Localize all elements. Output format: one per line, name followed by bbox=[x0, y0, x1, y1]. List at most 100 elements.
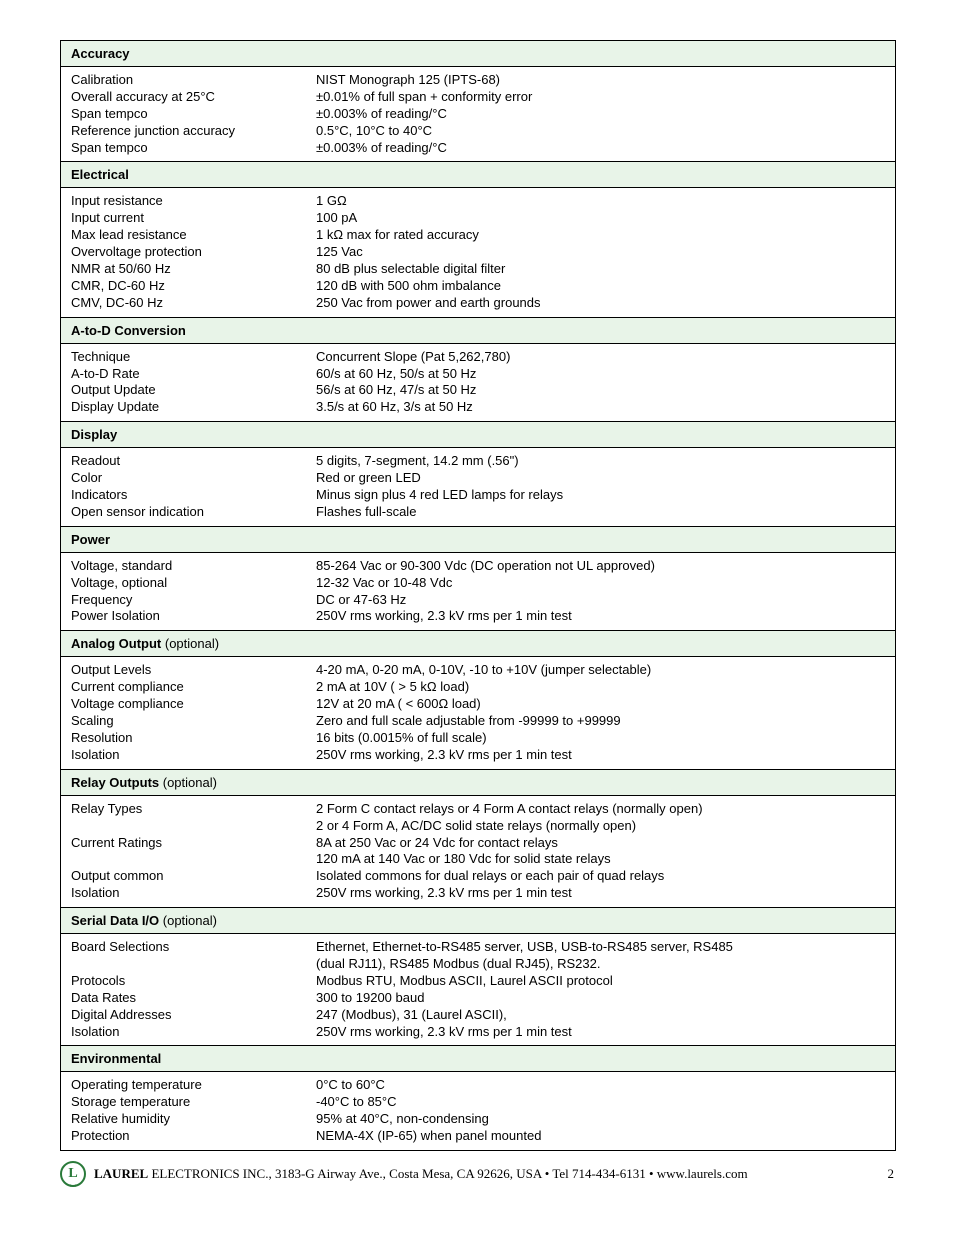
spec-value: 100 pA bbox=[316, 210, 885, 227]
spec-label: Open sensor indication bbox=[71, 504, 316, 521]
spec-value: -40°C to 85°C bbox=[316, 1094, 885, 1111]
spec-label: Board Selections bbox=[71, 939, 316, 956]
spec-values-column: 85-264 Vac or 90-300 Vdc (DC operation n… bbox=[316, 558, 885, 626]
spec-label: Voltage, optional bbox=[71, 575, 316, 592]
spec-value: 60/s at 60 Hz, 50/s at 50 Hz bbox=[316, 366, 885, 383]
spec-value: 1 GΩ bbox=[316, 193, 885, 210]
spec-labels-column: Relay Types Current Ratings Output commo… bbox=[71, 801, 316, 902]
spec-value: 1 kΩ max for rated accuracy bbox=[316, 227, 885, 244]
spec-value: 80 dB plus selectable digital filter bbox=[316, 261, 885, 278]
spec-values-column: Ethernet, Ethernet-to-RS485 server, USB,… bbox=[316, 939, 885, 1040]
spec-value: 8A at 250 Vac or 24 Vdc for contact rela… bbox=[316, 835, 885, 852]
section-header: Power bbox=[61, 526, 895, 553]
spec-label: Input current bbox=[71, 210, 316, 227]
section-title: Environmental bbox=[71, 1051, 161, 1066]
spec-label: Resolution bbox=[71, 730, 316, 747]
spec-label: Output common bbox=[71, 868, 316, 885]
spec-label: Isolation bbox=[71, 1024, 316, 1041]
spec-value: 12V at 20 mA ( < 600Ω load) bbox=[316, 696, 885, 713]
specifications-table: Accuracy CalibrationOverall accuracy at 2… bbox=[60, 40, 896, 1151]
spec-value: 120 mA at 140 Vac or 180 Vdc for solid s… bbox=[316, 851, 885, 868]
spec-value: DC or 47-63 Hz bbox=[316, 592, 885, 609]
spec-values-column: Concurrent Slope (Pat 5,262,780)60/s at … bbox=[316, 349, 885, 417]
spec-label: CMR, DC-60 Hz bbox=[71, 278, 316, 295]
spec-value: 125 Vac bbox=[316, 244, 885, 261]
spec-label: Isolation bbox=[71, 885, 316, 902]
spec-label: Span tempco bbox=[71, 140, 316, 157]
spec-value: ±0.01% of full span + conformity error bbox=[316, 89, 885, 106]
spec-value: Minus sign plus 4 red LED lamps for rela… bbox=[316, 487, 885, 504]
section-optional-label: (optional) bbox=[159, 775, 217, 790]
spec-value: 2 Form C contact relays or 4 Form A cont… bbox=[316, 801, 885, 818]
spec-value: NEMA-4X (IP-65) when panel mounted bbox=[316, 1128, 885, 1145]
page-footer: L ⌣ LAUREL ELECTRONICS INC., 3183-G Airw… bbox=[60, 1161, 894, 1187]
spec-values-column: 0°C to 60°C-40°C to 85°C95% at 40°C, non… bbox=[316, 1077, 885, 1145]
section-title: A-to-D Conversion bbox=[71, 323, 186, 338]
spec-label: Digital Addresses bbox=[71, 1007, 316, 1024]
spec-value: 56/s at 60 Hz, 47/s at 50 Hz bbox=[316, 382, 885, 399]
spec-labels-column: Board Selections ProtocolsData RatesDigi… bbox=[71, 939, 316, 1040]
spec-label: Overvoltage protection bbox=[71, 244, 316, 261]
spec-label: NMR at 50/60 Hz bbox=[71, 261, 316, 278]
spec-label bbox=[71, 956, 316, 973]
spec-label: Relative humidity bbox=[71, 1111, 316, 1128]
spec-value: 5 digits, 7-segment, 14.2 mm (.56") bbox=[316, 453, 885, 470]
spec-label: Color bbox=[71, 470, 316, 487]
spec-label: Protocols bbox=[71, 973, 316, 990]
spec-label: Scaling bbox=[71, 713, 316, 730]
spec-values-column: 5 digits, 7-segment, 14.2 mm (.56")Red o… bbox=[316, 453, 885, 521]
spec-label: Voltage compliance bbox=[71, 696, 316, 713]
brand-name: LAUREL bbox=[94, 1166, 148, 1181]
spec-label: Output Levels bbox=[71, 662, 316, 679]
section-body: Operating temperatureStorage temperature… bbox=[61, 1072, 895, 1150]
spec-label: Output Update bbox=[71, 382, 316, 399]
spec-label: Storage temperature bbox=[71, 1094, 316, 1111]
section-body: CalibrationOverall accuracy at 25°CSpan … bbox=[61, 67, 895, 161]
spec-label: Input resistance bbox=[71, 193, 316, 210]
section-header: Relay Outputs (optional) bbox=[61, 769, 895, 796]
spec-label: Overall accuracy at 25°C bbox=[71, 89, 316, 106]
section-body: Voltage, standardVoltage, optionalFreque… bbox=[61, 553, 895, 631]
section-body: Board Selections ProtocolsData RatesDigi… bbox=[61, 934, 895, 1045]
spec-label: Power Isolation bbox=[71, 608, 316, 625]
section-title: Serial Data I/O bbox=[71, 913, 159, 928]
spec-labels-column: CalibrationOverall accuracy at 25°CSpan … bbox=[71, 72, 316, 156]
section-optional-label: (optional) bbox=[159, 913, 217, 928]
spec-label: Display Update bbox=[71, 399, 316, 416]
spec-label: Frequency bbox=[71, 592, 316, 609]
section-body: ReadoutColorIndicatorsOpen sensor indica… bbox=[61, 448, 895, 526]
spec-labels-column: Operating temperatureStorage temperature… bbox=[71, 1077, 316, 1145]
spec-value: ±0.003% of reading/°C bbox=[316, 140, 885, 157]
spec-label: Technique bbox=[71, 349, 316, 366]
spec-labels-column: ReadoutColorIndicatorsOpen sensor indica… bbox=[71, 453, 316, 521]
spec-value: 300 to 19200 baud bbox=[316, 990, 885, 1007]
spec-value: Concurrent Slope (Pat 5,262,780) bbox=[316, 349, 885, 366]
spec-value: 247 (Modbus), 31 (Laurel ASCII), bbox=[316, 1007, 885, 1024]
spec-label: Span tempco bbox=[71, 106, 316, 123]
section-title: Relay Outputs bbox=[71, 775, 159, 790]
spec-value: 16 bits (0.0015% of full scale) bbox=[316, 730, 885, 747]
section-header: Electrical bbox=[61, 161, 895, 188]
spec-value: 85-264 Vac or 90-300 Vdc (DC operation n… bbox=[316, 558, 885, 575]
section-header: Display bbox=[61, 421, 895, 448]
spec-value: 2 or 4 Form A, AC/DC solid state relays … bbox=[316, 818, 885, 835]
spec-label: Calibration bbox=[71, 72, 316, 89]
spec-labels-column: Output LevelsCurrent complianceVoltage c… bbox=[71, 662, 316, 763]
spec-labels-column: Input resistanceInput currentMax lead re… bbox=[71, 193, 316, 311]
spec-value: 0.5°C, 10°C to 40°C bbox=[316, 123, 885, 140]
section-header: Analog Output (optional) bbox=[61, 630, 895, 657]
section-body: Input resistanceInput currentMax lead re… bbox=[61, 188, 895, 316]
spec-label bbox=[71, 818, 316, 835]
spec-label: Reference junction accuracy bbox=[71, 123, 316, 140]
spec-label: Relay Types bbox=[71, 801, 316, 818]
spec-value: 250V rms working, 2.3 kV rms per 1 min t… bbox=[316, 885, 885, 902]
section-title: Accuracy bbox=[71, 46, 130, 61]
brand-logo-icon: L ⌣ bbox=[60, 1161, 86, 1187]
footer-text: LAUREL ELECTRONICS INC., 3183-G Airway A… bbox=[94, 1166, 748, 1182]
spec-value: (dual RJ11), RS485 Modbus (dual RJ45), R… bbox=[316, 956, 885, 973]
section-header: A-to-D Conversion bbox=[61, 317, 895, 344]
spec-label: Current Ratings bbox=[71, 835, 316, 852]
spec-value: Ethernet, Ethernet-to-RS485 server, USB,… bbox=[316, 939, 885, 956]
spec-value: 95% at 40°C, non-condensing bbox=[316, 1111, 885, 1128]
section-body: Relay Types Current Ratings Output commo… bbox=[61, 796, 895, 907]
